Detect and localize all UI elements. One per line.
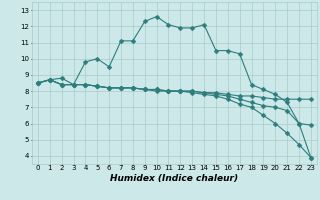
X-axis label: Humidex (Indice chaleur): Humidex (Indice chaleur)	[110, 174, 238, 183]
